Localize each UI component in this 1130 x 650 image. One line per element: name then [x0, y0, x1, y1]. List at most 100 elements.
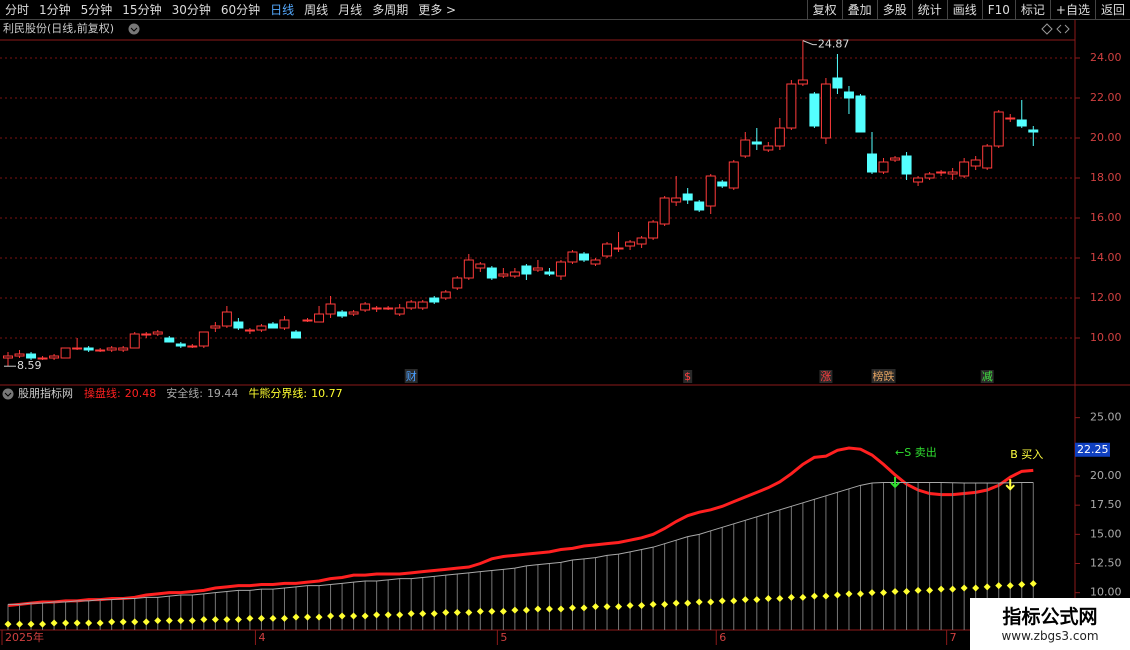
- candle-body: [936, 171, 947, 174]
- candle-body: [993, 111, 1004, 147]
- bull-bear-dot: [165, 617, 173, 625]
- x-tick-label: 7: [950, 631, 957, 644]
- toolbar-button[interactable]: 画线: [946, 0, 982, 19]
- dropdown-icon[interactable]: [2, 388, 14, 400]
- candle-body: [106, 347, 117, 351]
- watermark: 指标公式网 www.zbgs3.com: [970, 598, 1130, 650]
- bull-bear-dot: [718, 597, 726, 605]
- diamond-icon[interactable]: [1041, 23, 1053, 35]
- bull-bear-dot: [419, 610, 427, 618]
- bull-bear-dot: [845, 590, 853, 598]
- y-tick-label: 18.00: [1090, 171, 1122, 184]
- candle-body: [717, 181, 728, 187]
- toolbar-button[interactable]: +自选: [1049, 0, 1095, 19]
- candle-body: [843, 91, 854, 99]
- low-label: 8.59: [17, 359, 42, 372]
- toolbar-button[interactable]: 叠加: [841, 0, 877, 19]
- y-tick-label: 20.00: [1090, 131, 1122, 144]
- toolbar-button[interactable]: 更多 >: [418, 3, 457, 17]
- toolbar-button[interactable]: 1分钟: [39, 3, 71, 17]
- toolbar-button[interactable]: 统计: [911, 0, 947, 19]
- x-tick-label: 2025年: [5, 630, 44, 644]
- candle-body: [221, 311, 232, 327]
- candle-body: [913, 177, 924, 183]
- bull-bear-dot: [234, 616, 242, 623]
- candle-body: [613, 247, 624, 250]
- bull-bear-dot: [568, 604, 576, 612]
- event-marker: $: [684, 370, 691, 383]
- event-marker: 涨: [820, 370, 831, 383]
- expand-icon[interactable]: [1056, 24, 1070, 34]
- toolbar-button[interactable]: 60分钟: [220, 3, 261, 17]
- candle-body: [786, 83, 797, 129]
- toolbar-button[interactable]: 多股: [876, 0, 912, 19]
- trade-line: [7, 446, 1034, 607]
- candle-body: [440, 291, 451, 299]
- candle-body: [820, 83, 831, 139]
- toolbar-button[interactable]: 分时: [5, 3, 30, 17]
- current-value-box: [1075, 442, 1110, 457]
- watermark-title: 指标公式网: [1002, 606, 1098, 628]
- candle-body: [152, 331, 163, 335]
- bull-bear-dot: [603, 603, 611, 611]
- signal-label: ←S 卖出: [895, 445, 937, 459]
- candle-body: [394, 307, 405, 315]
- toolbar-button[interactable]: 周线: [304, 3, 329, 17]
- toolbar-button[interactable]: 月线: [338, 3, 363, 17]
- bull-bear-dot: [903, 588, 911, 595]
- toolbar-button[interactable]: 标记: [1014, 0, 1050, 19]
- bull-bear-dot: [384, 611, 392, 619]
- candle-body: [982, 145, 993, 169]
- candle-body: [187, 345, 198, 348]
- bull-bear-dot: [407, 610, 415, 618]
- bull-bear-dot: [442, 609, 450, 616]
- bull-bear-dot: [453, 609, 461, 616]
- bull-bear-dot: [50, 619, 58, 627]
- toolbar-button[interactable]: 30分钟: [171, 3, 211, 17]
- candle-body: [797, 79, 808, 85]
- candle-body: [947, 171, 958, 175]
- candle-body: [763, 145, 774, 151]
- bull-bear-dot: [880, 589, 888, 597]
- dropdown-icon[interactable]: [128, 23, 140, 35]
- toolbar-button[interactable]: 多周期: [372, 3, 409, 17]
- candle-body: [498, 273, 509, 277]
- candle-body: [417, 301, 428, 309]
- candle-body: [959, 161, 970, 177]
- bull-bear-dot: [223, 616, 231, 623]
- bull-bear-dot: [787, 593, 795, 601]
- toolbar-button[interactable]: 返回: [1094, 0, 1130, 19]
- legend-name: 操盘线:: [84, 386, 121, 400]
- bull-bear-dot: [856, 590, 864, 598]
- bull-bear-dot: [799, 593, 807, 601]
- signal-arrow: [890, 476, 900, 489]
- indicator-title: 股朋指标网: [18, 386, 73, 400]
- toolbar-button[interactable]: 5分钟: [80, 3, 113, 17]
- candle-body: [360, 303, 371, 311]
- candle-body: [141, 333, 152, 336]
- bull-bear-dot: [396, 611, 404, 619]
- dropdown-icon: [130, 27, 138, 32]
- bull-bear-dot: [937, 585, 945, 593]
- candle-body: [279, 319, 290, 329]
- toolbar-button[interactable]: 复权: [806, 0, 842, 19]
- bull-bear-dot: [119, 618, 127, 626]
- bull-bear-dot: [361, 612, 369, 620]
- candle-body: [509, 271, 520, 277]
- candle-body: [867, 153, 877, 173]
- candle-body: [72, 347, 83, 350]
- toolbar-button[interactable]: 日线: [270, 3, 295, 17]
- bull-bear-dot: [1029, 580, 1037, 588]
- bull-bear-dot: [131, 618, 139, 626]
- candle-body: [625, 241, 636, 247]
- x-tick-label: 6: [719, 631, 726, 644]
- toolbar-button[interactable]: 15分钟: [122, 3, 162, 17]
- toolbar-button[interactable]: F10: [981, 0, 1015, 19]
- bull-bear-dot: [511, 606, 519, 614]
- event-box: [683, 370, 693, 383]
- bull-bear-dot: [995, 582, 1003, 590]
- candle-body: [1028, 129, 1039, 133]
- candle-body: [83, 347, 94, 351]
- candle-body: [590, 259, 601, 265]
